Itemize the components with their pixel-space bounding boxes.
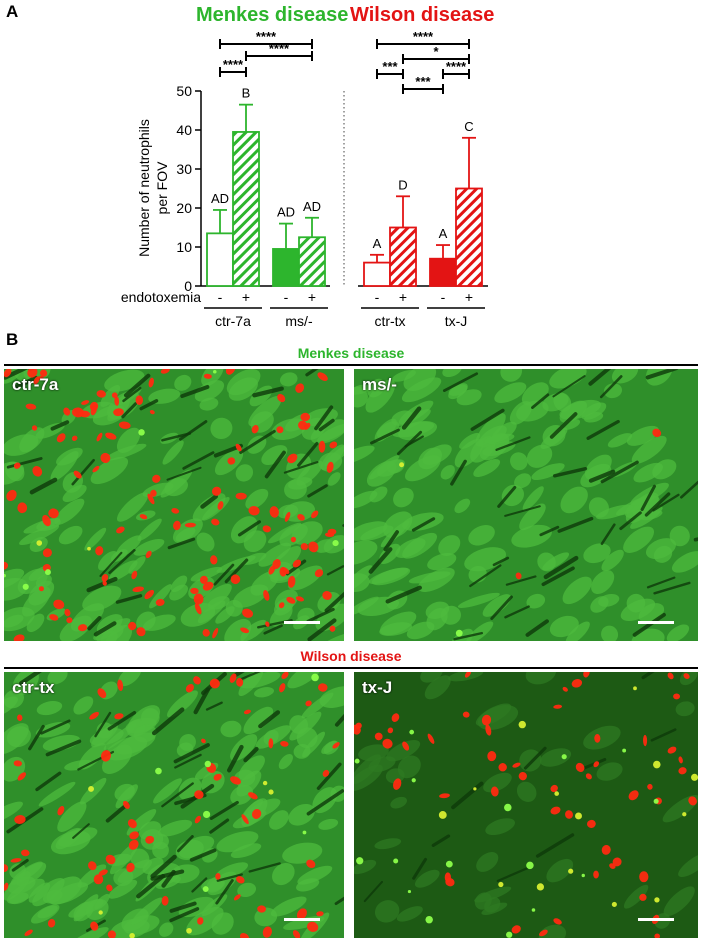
group-label: ctr-tx [374,313,405,329]
micrograph-label-ms: ms/- [362,375,397,394]
endotoxemia-sign: - [284,289,289,305]
bar [455,187,483,287]
significance-label: *** [415,74,431,89]
bar [232,131,260,287]
significance-label: **** [413,29,434,44]
significance-label: **** [446,59,467,74]
micrograph-ctr-tx: ctr-tx [4,672,344,938]
significance-label: *** [382,59,398,74]
y-tick-label: 10 [176,239,192,255]
endotoxemia-label: endotoxemia [121,289,201,305]
wilson-micro-title: Wilson disease [300,648,402,664]
scale-bar [284,918,320,921]
bar [389,226,417,287]
endotoxemia-sign: + [465,289,473,305]
y-axis-label-line2: per FOV [154,161,170,215]
micrograph-ms: ms/- [354,369,698,641]
significance-label: * [433,44,439,59]
significance-label: **** [223,57,244,72]
micrograph-label-tx-j: tx-J [362,678,393,697]
bar [429,257,457,287]
endotoxemia-sign: - [218,289,223,305]
bar [272,248,300,287]
panel-a-label: A [6,2,19,21]
panel-b-label: B [6,330,19,349]
endotoxemia-sign: + [308,289,316,305]
bar-letter: A [439,226,448,241]
bar [206,232,234,287]
bar-letter: AD [303,199,321,214]
bar-letter: D [398,177,407,192]
group-label: tx-J [445,313,468,329]
significance-label: **** [256,29,277,44]
wilson-divider [4,667,698,669]
y-tick-label: 0 [184,278,192,294]
y-tick-label: 40 [176,122,192,138]
micrograph-ctr-7a: ctr-7a [4,369,344,641]
scale-bar [638,621,674,624]
y-tick-label: 30 [176,161,192,177]
y-tick-label: 20 [176,200,192,216]
bar-letter: C [464,119,473,134]
bar-chart: 0 10 20 30 40 50 Number of neutrophils per FOV A… [121,29,488,329]
bar [363,261,391,287]
micrograph-label-ctr-7a: ctr-7a [12,375,59,394]
y-axis-label-line1: Number of neutrophils [136,119,152,257]
significance-label: **** [269,41,290,56]
menkes-title: Menkes disease [196,4,349,26]
bar-letter: B [242,86,251,101]
micrograph-label-ctr-tx: ctr-tx [12,678,55,697]
group-label: ctr-7a [215,313,251,329]
menkes-divider [4,364,698,366]
bar-letter: AD [277,205,295,220]
menkes-micro-title: Menkes disease [297,345,405,361]
wilson-title: Wilson disease [350,4,495,26]
y-tick-label: 50 [176,83,192,99]
bar-letter: AD [211,191,229,206]
scale-bar [284,621,320,624]
bar [298,236,326,287]
bar-letter: A [373,236,382,251]
endotoxemia-sign: - [441,289,446,305]
micrograph-tx-j: tx-J [354,672,698,938]
scale-bar [638,918,674,921]
endotoxemia-sign: + [242,289,250,305]
endotoxemia-sign: + [399,289,407,305]
endotoxemia-sign: - [375,289,380,305]
group-label: ms/- [285,313,313,329]
